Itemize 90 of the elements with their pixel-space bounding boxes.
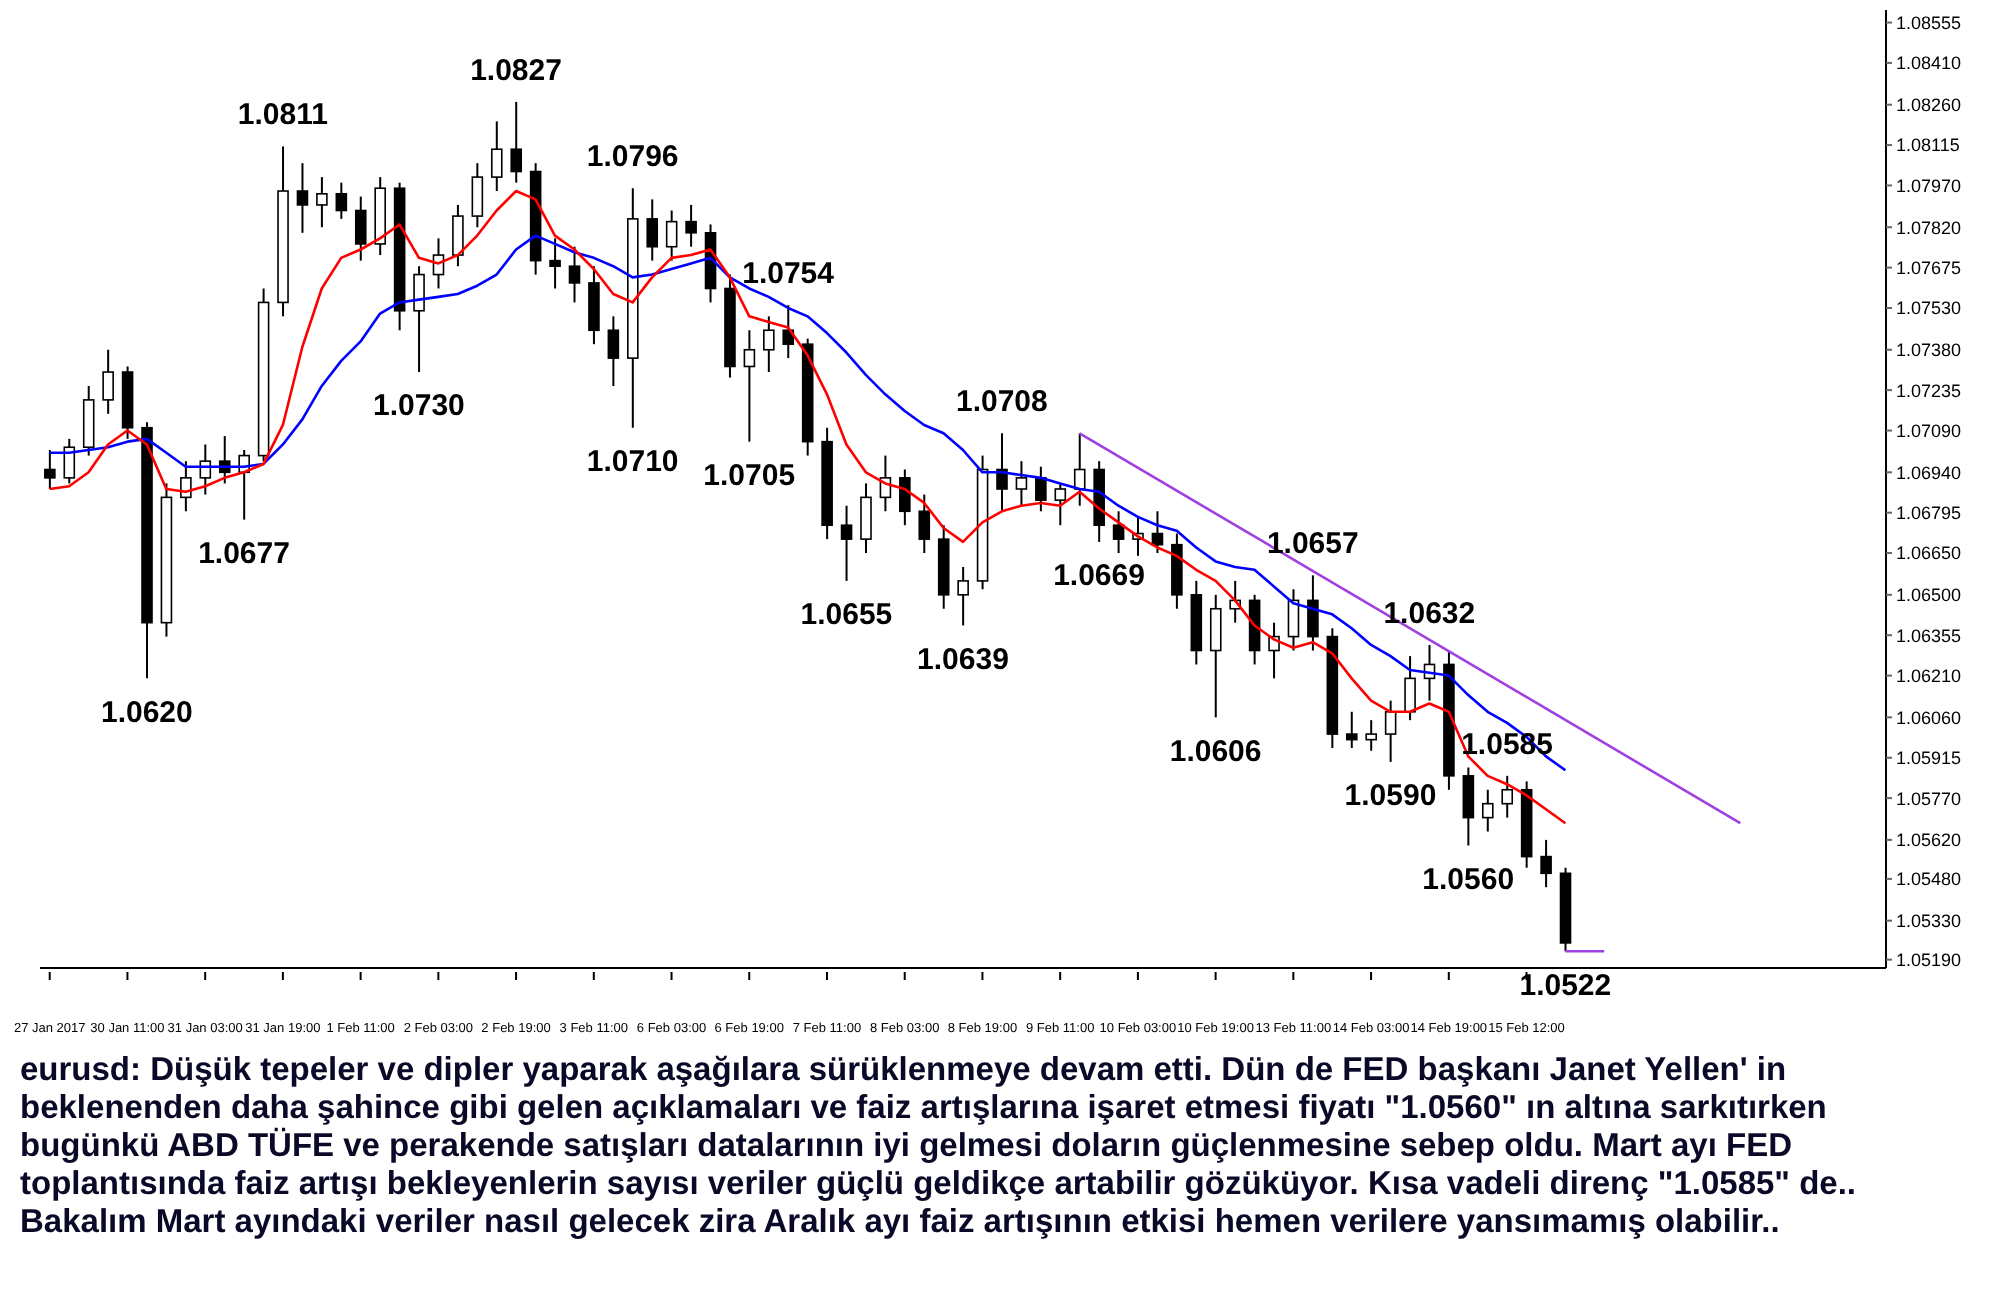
y-tick-label: 1.05915 (1896, 748, 1962, 769)
candlestick (1035, 465, 1047, 513)
candlestick (840, 504, 853, 582)
candlestick (1307, 574, 1319, 652)
candlestick (1073, 432, 1086, 507)
candlestick (452, 203, 464, 268)
candlestick (1481, 788, 1494, 833)
y-tick-label: 1.07090 (1896, 420, 1962, 441)
annotation: 1.0522 (1519, 968, 1612, 1003)
annotation: 1.0796 (586, 140, 679, 175)
y-tick-label: 1.06940 (1896, 462, 1962, 483)
candlestick (860, 482, 872, 555)
candlestick (316, 176, 328, 229)
candlestick (1540, 838, 1552, 889)
candlestick (918, 493, 931, 555)
candlestick (490, 120, 503, 193)
candlestick (568, 245, 581, 304)
y-tick-label: 1.07530 (1896, 298, 1962, 319)
candlestick (1209, 593, 1222, 719)
candlestick (1501, 774, 1514, 819)
candlestick (44, 449, 56, 490)
candlestick (588, 265, 600, 346)
annotation: 1.0657 (1266, 527, 1359, 562)
annotation: 1.0590 (1344, 779, 1437, 814)
candlestick (1384, 699, 1397, 763)
candlestick (549, 237, 561, 290)
candlestick (1345, 710, 1358, 749)
candlestick (1404, 655, 1416, 722)
candlestick (335, 181, 348, 220)
candlestick (899, 468, 911, 527)
y-tick-label: 1.06650 (1896, 543, 1962, 564)
candlestick (1054, 482, 1067, 527)
annotation: 1.0606 (1169, 734, 1262, 769)
y-tick-label: 1.07235 (1896, 380, 1962, 401)
annotation: 1.0620 (100, 695, 193, 730)
candlestick (354, 195, 367, 262)
candlestick (782, 304, 795, 360)
y-tick-label: 1.06060 (1896, 707, 1962, 728)
candlestick (743, 329, 756, 443)
candlestick (957, 565, 969, 627)
y-tick-label: 1.07675 (1896, 257, 1962, 278)
candlestick (685, 203, 697, 248)
candlestick (646, 198, 659, 262)
annotation: 1.0708 (955, 385, 1048, 420)
annotation: 1.0811 (237, 98, 328, 133)
candlestick (82, 384, 95, 457)
candlestick (1015, 460, 1028, 507)
y-tick-label: 1.05770 (1896, 788, 1962, 809)
y-tick-label: 1.05620 (1896, 830, 1962, 851)
annotation: 1.0710 (586, 445, 679, 480)
annotation: 1.0639 (917, 642, 1009, 677)
candlestick (510, 100, 523, 184)
candlestick (102, 348, 114, 415)
y-tick-label: 1.08555 (1896, 12, 1962, 33)
candlestick (665, 209, 678, 262)
y-tick-label: 1.06795 (1896, 503, 1962, 524)
candlestick (471, 162, 484, 229)
annotation: 1.0754 (742, 257, 836, 292)
y-tick-label: 1.06500 (1896, 585, 1962, 606)
annotation: 1.0669 (1053, 559, 1145, 594)
annotation: 1.0705 (703, 458, 796, 493)
text: eurusd: Düşük tepeler ve dipler yaparak aşağılara sürüklenmeye devam etti. Dün de FED başkanı Janet Yellen' in beklenenden daha şahince gibi gelen açıklamaları ve faiz artışlarına işaret etmesi fiyatı "1.0560" ın altına sarkıtırken bugünkü ABD TÜFE ve perakende satışları datalarının iyi gelmesi doların güçlenmesine sebep oldu. Mart ayı FED toplantısında faiz artışı bekleyenlerin sayısı veriler güçlü geldikçe artabilir gözüküyor. Kısa vadeli direnç "1.0585" de.. Bakalım Mart ayındaki veriler nasıl gelecek zira Aralık ayı faiz artışının etkisi hemen verilere yansımamış olabilir.. (18, 1050, 1858, 1242)
annotation: 1.0560 (1422, 862, 1515, 897)
candlestick (1365, 719, 1378, 752)
y-tick-label: 1.08115 (1896, 135, 1960, 156)
annotation: 1.0655 (800, 598, 893, 633)
y-tick-label: 1.08260 (1896, 95, 1962, 116)
candlestick (1462, 766, 1475, 847)
candlestick (1112, 510, 1125, 555)
y-tick-label: 1.07380 (1896, 340, 1962, 361)
annotation: 1.0677 (198, 536, 290, 571)
y-tick-label: 1.06355 (1896, 625, 1962, 646)
candlestick (607, 315, 620, 387)
candlestick (63, 437, 76, 485)
y-tick-label: 1.05190 (1896, 950, 1962, 971)
y-tick-label: 1.06210 (1896, 665, 1962, 686)
candlestick (996, 432, 1008, 513)
annotation: 1.0827 (470, 53, 562, 88)
y-tick-label: 1.08410 (1896, 53, 1962, 74)
y-tick-label: 1.07970 (1896, 175, 1962, 196)
candlestick (763, 315, 775, 374)
candlestick (296, 162, 309, 234)
annotation: 1.0730 (373, 389, 465, 424)
y-tick-label: 1.05330 (1896, 911, 1962, 932)
y-tick-label: 1.05480 (1896, 869, 1962, 890)
line-series (48, 234, 1567, 772)
annotation: 1.0632 (1383, 596, 1476, 631)
line-series (48, 189, 1567, 825)
candlestick (413, 265, 425, 374)
y-tick-label: 1.07820 (1896, 217, 1962, 238)
